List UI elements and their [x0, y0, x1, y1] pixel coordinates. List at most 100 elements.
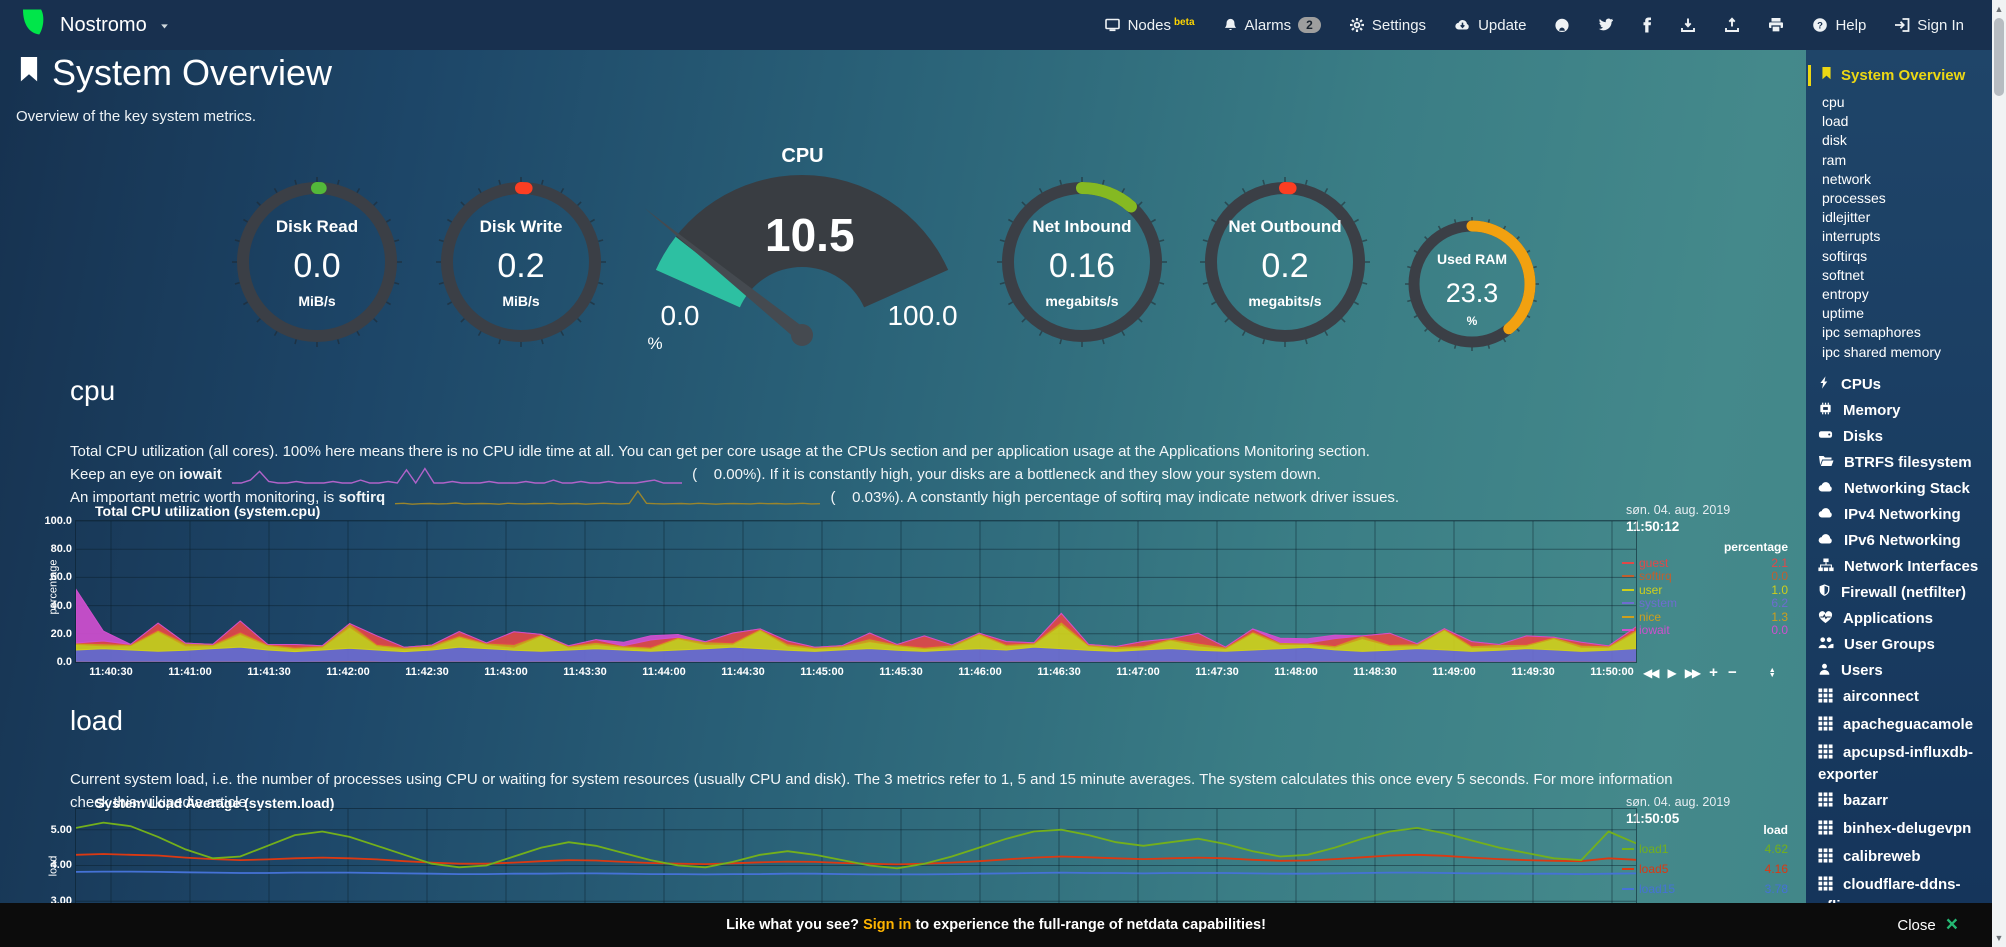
- chart-resize-handle[interactable]: ▲ ▼: [1768, 667, 1776, 679]
- sidebar-menu: System Overview cpu load disk ram network pro…: [1806, 50, 1992, 903]
- sidebar-subitem-cpu[interactable]: cpu: [1822, 94, 1845, 110]
- sidebar-item-cpus[interactable]: CPUs: [1818, 372, 1986, 398]
- cpu-gauge[interactable]: [630, 150, 975, 360]
- sign-in-link[interactable]: Sign in: [863, 917, 912, 933]
- net-inbound-gauge[interactable]: Net Inbound 0.16 megabits/s: [994, 174, 1170, 350]
- sidebar-subitem-disk[interactable]: disk: [1822, 132, 1847, 149]
- scrollbar-thumb[interactable]: [1994, 18, 2004, 96]
- sidebar-subitem-softirqs[interactable]: softirqs: [1822, 247, 1868, 264]
- sidebar-item-apcupsd-influxdb-exporter[interactable]: apcupsd-influxdb-exporter: [1818, 743, 1973, 783]
- sidebar-item-ipv4-networking[interactable]: IPv4 Networking: [1818, 502, 1986, 528]
- y-axis-tick: 0.0: [56, 656, 72, 668]
- legend-series-value: 1.0: [1771, 582, 1788, 597]
- legend-series-value: 4.62: [1764, 842, 1788, 856]
- sidebar-item-disks[interactable]: Disks: [1818, 424, 1986, 450]
- disk-write-gauge[interactable]: Disk Write 0.2 MiB/s: [433, 174, 609, 350]
- sidebar-subitem-softnet[interactable]: softnet: [1822, 266, 1865, 283]
- sidebar-subitem-ipc-shared-memory[interactable]: ipc shared memory: [1822, 343, 1942, 360]
- close-icon[interactable]: ×: [1945, 913, 1958, 936]
- sidebar-item-cloudflare-ddns-gflix[interactable]: cloudflare-ddns-gflix: [1818, 872, 1986, 903]
- cpu-chart-canvas[interactable]: 100.0 80.0 60.0 40.0 20.0 0.0 11:40:30 11:41:00…: [44, 515, 1637, 678]
- disk-read-gauge[interactable]: Disk Read 0.0 MiB/s: [229, 174, 405, 350]
- nav-item-settings[interactable]: Settings: [1339, 11, 1436, 40]
- grid-icon: [1818, 688, 1833, 709]
- host-selector[interactable]: Nostromo: [18, 6, 170, 44]
- nav-item-nodes[interactable]: Nodes beta: [1094, 11, 1205, 40]
- page-scrollbar[interactable]: ▲ ▼: [1992, 0, 2006, 947]
- legend-row-user[interactable]: user 1.0: [1622, 583, 1788, 597]
- legend-row-system[interactable]: system 6.2: [1622, 596, 1788, 610]
- x-axis-tick: 11:47:00: [1116, 666, 1160, 678]
- zoom-out-icon[interactable]: −: [1727, 664, 1737, 681]
- sidebar-item-binhex-delugevpn[interactable]: binhex-delugevpn: [1818, 816, 1986, 844]
- nav-item-update[interactable]: Update: [1444, 11, 1536, 40]
- svg-text:Disk Read: Disk Read: [276, 217, 358, 236]
- nav-item-help[interactable]: ? Help: [1802, 11, 1876, 40]
- net-outbound-gauge[interactable]: Net Outbound 0.2 megabits/s: [1197, 174, 1373, 350]
- sidebar-item-networking-stack[interactable]: Networking Stack: [1818, 476, 1986, 502]
- sidebar-item-bazarr[interactable]: bazarr: [1818, 788, 1986, 816]
- y-axis-tick: 4.00: [50, 859, 72, 872]
- iowait-sparkline[interactable]: [231, 465, 682, 485]
- section-heading-load[interactable]: load: [70, 705, 123, 736]
- pan-forward-icon[interactable]: ▶▶: [1684, 666, 1702, 680]
- sidebar-subitem-idlejitter[interactable]: idlejitter: [1822, 209, 1871, 226]
- nav-item-upload-icon[interactable]: [1714, 11, 1750, 39]
- sidebar-subitem-processes[interactable]: processes: [1822, 190, 1886, 207]
- softirq-note: An important metric worth monitoring, is…: [70, 486, 1710, 509]
- load-chart: System Load Average (system.load) søn. 0…: [48, 790, 1795, 947]
- scroll-up-icon[interactable]: ▲: [1994, 4, 2004, 14]
- sidebar-item-ipv6-networking[interactable]: IPv6 Networking: [1818, 528, 1986, 554]
- nav-item-alarms[interactable]: Alarms 2: [1213, 11, 1331, 40]
- sidebar-item-calibreweb[interactable]: calibreweb: [1818, 844, 1986, 872]
- load-chart-canvas[interactable]: 5.00 4.00 3.00: [51, 808, 1637, 947]
- sidebar-item-applications[interactable]: Applications: [1818, 606, 1986, 632]
- scroll-down-icon[interactable]: ▼: [1994, 933, 2004, 943]
- softirq-sparkline[interactable]: [395, 488, 821, 508]
- y-axis-tick: 20.0: [50, 627, 72, 640]
- grid-icon: [1818, 820, 1833, 841]
- sidebar-item-network-interfaces[interactable]: Network Interfaces: [1818, 554, 1986, 580]
- nav-item-sign-in[interactable]: Sign In: [1884, 11, 1974, 40]
- section-heading-cpu[interactable]: cpu: [70, 375, 116, 406]
- used-ram-gauge[interactable]: Used RAM 23.3%: [1402, 214, 1542, 354]
- sidebar-item-user-groups[interactable]: User Groups: [1818, 632, 1986, 658]
- sidebar-subitem-load[interactable]: load: [1822, 113, 1849, 130]
- sidebar-subitem-ipc-semaphores[interactable]: ipc semaphores: [1822, 324, 1921, 341]
- legend-swatch: [1622, 615, 1634, 618]
- sidebar-subitem-interrupts[interactable]: interrupts: [1822, 228, 1881, 245]
- disk-icon: [1818, 427, 1833, 446]
- sidebar-item-memory[interactable]: Memory: [1818, 398, 1986, 424]
- zoom-in-icon[interactable]: +: [1709, 664, 1718, 681]
- legend-swatch: [1622, 629, 1634, 632]
- sidebar-subitem-network[interactable]: network: [1822, 170, 1872, 187]
- load-chart-time: 11:50:05: [1626, 811, 1680, 826]
- legend-row-softirq[interactable]: softirq 0.0: [1622, 569, 1788, 583]
- nav-item-print-icon[interactable]: [1758, 11, 1794, 39]
- pan-backward-icon[interactable]: ◀◀: [1643, 666, 1660, 680]
- legend-row-load15[interactable]: load15 3.78: [1622, 881, 1788, 897]
- sidebar-subitem-entropy[interactable]: entropy: [1822, 286, 1869, 303]
- sidebar-item-system-overview[interactable]: System Overview: [1808, 64, 1986, 87]
- grid-icon: [1818, 792, 1833, 813]
- sidebar-item-apacheguacamole[interactable]: apacheguacamole: [1818, 712, 1986, 740]
- nav-item-facebook-icon[interactable]: [1632, 11, 1662, 39]
- sidebar-item-firewall-netfilter-[interactable]: Firewall (netfilter): [1818, 580, 1986, 606]
- legend-row-iowait[interactable]: iowait 0.0: [1622, 623, 1788, 637]
- legend-row-load1[interactable]: load1 4.62: [1622, 841, 1788, 857]
- sidebar-item-label: Firewall (netfilter): [1841, 584, 1967, 602]
- sidebar-subitem-uptime[interactable]: uptime: [1822, 305, 1865, 322]
- nav-item-download-icon[interactable]: [1670, 11, 1706, 39]
- sidebar-item-btrfs-filesystem[interactable]: BTRFS filesystem: [1818, 450, 1986, 476]
- nav-item-twitter-icon[interactable]: [1588, 12, 1624, 38]
- sidebar-subitem-ram[interactable]: ram: [1822, 151, 1847, 168]
- legend-row-load5[interactable]: load5 4.16: [1622, 861, 1788, 877]
- sidebar-item-airconnect[interactable]: airconnect: [1818, 684, 1986, 712]
- sidebar-item-users[interactable]: Users: [1818, 658, 1986, 684]
- legend-row-nice[interactable]: nice 1.3: [1622, 610, 1788, 624]
- legend-row-guest[interactable]: guest 2.1: [1622, 556, 1788, 570]
- nav-item-github-icon[interactable]: [1544, 11, 1580, 39]
- signin-message: Like what you see? Sign in to experience…: [726, 917, 1266, 933]
- signin-banner: Like what you see? Sign in to experience…: [0, 903, 1992, 947]
- play-icon[interactable]: ▶: [1667, 666, 1676, 680]
